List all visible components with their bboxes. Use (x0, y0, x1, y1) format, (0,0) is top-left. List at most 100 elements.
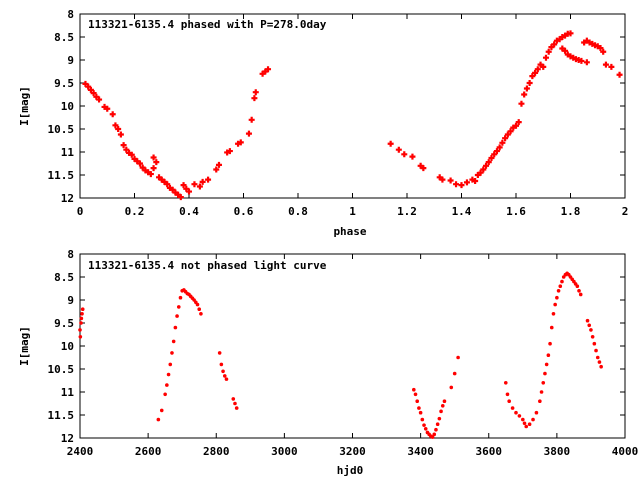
unphased-chart-title: 113321-6135.4 not phased light curve (88, 259, 327, 272)
phased-x-tick-label: 1.8 (561, 205, 581, 218)
unphased-data-point (163, 392, 167, 397)
phased-data-point (117, 131, 124, 138)
phased-data-point (409, 153, 416, 160)
phased-data-point (237, 139, 244, 146)
phased-data-point (96, 96, 103, 103)
unphased-data-point (78, 328, 82, 332)
unphased-data-point (527, 422, 532, 427)
unphased-x-tick-label: 2800 (203, 445, 230, 458)
unphased-x-axis-label: hjd0 (337, 464, 364, 477)
phased-data-point (245, 130, 252, 137)
unphased-y-tick-label: 9.5 (54, 317, 74, 330)
unphased-data-point (543, 371, 547, 376)
unphased-data-point (590, 335, 595, 339)
phased-x-tick-label: 0.6 (234, 205, 254, 218)
unphased-data-point (234, 406, 239, 410)
phased-data-point (401, 151, 408, 158)
phased-y-tick-label: 9 (67, 54, 74, 67)
phased-data-point (128, 151, 135, 158)
unphased-data-point (575, 284, 580, 289)
unphased-x-tick-label: 2400 (67, 445, 94, 458)
phased-data-point (420, 165, 427, 172)
phased-points (82, 30, 623, 201)
phased-data-point (458, 182, 465, 189)
phased-data-point (480, 166, 487, 173)
unphased-data-point (199, 312, 203, 316)
unphased-data-point (534, 410, 539, 415)
unphased-data-point (505, 392, 510, 397)
unphased-x-tick-label: 3200 (339, 445, 366, 458)
phased-data-point (186, 188, 192, 195)
unphased-data-point (171, 339, 176, 344)
phased-data-point (147, 171, 154, 178)
phased-data-point (85, 83, 92, 90)
unphased-data-point (442, 399, 447, 404)
unphased-data-point (440, 404, 445, 408)
unphased-data-point (195, 302, 200, 307)
unphased-y-tick-label: 12 (61, 432, 74, 445)
phased-data-point (534, 66, 541, 73)
unphased-data-point (165, 383, 169, 387)
phased-data-point (205, 176, 212, 183)
unphased-data-point (79, 316, 84, 321)
phased-data-point (485, 159, 492, 166)
unphased-data-point (592, 341, 597, 346)
phased-data-point (153, 159, 160, 166)
phased-y-tick-label: 8 (67, 8, 74, 21)
unphased-data-point (222, 374, 227, 378)
unphased-data-point (437, 416, 442, 421)
phased-y-tick-label: 10.5 (48, 123, 75, 136)
unphased-data-point (585, 318, 590, 323)
phased-y-tick-label: 8.5 (54, 31, 74, 44)
phased-y-axis-label: I[mag] (18, 86, 31, 126)
unphased-data-point (170, 351, 174, 355)
phased-data-point (567, 30, 574, 37)
unphased-y-tick-label: 8 (67, 248, 74, 261)
phased-data-point (265, 66, 272, 73)
phased-data-point (150, 154, 157, 161)
unphased-data-point (217, 351, 222, 355)
unphased-x-tick-label: 2600 (135, 445, 162, 458)
unphased-data-point (80, 312, 84, 316)
unphased-data-point (224, 377, 229, 381)
unphased-data-point (521, 417, 525, 422)
phased-data-point (164, 181, 171, 188)
phased-data-point (562, 47, 569, 54)
unphased-data-point (449, 385, 454, 390)
phased-data-point (602, 61, 609, 68)
phased-chart-title: 113321-6135.4 phased with P=278.0day (88, 18, 327, 31)
unphased-data-point (423, 427, 428, 431)
unphased-data-point (577, 289, 581, 293)
unphased-y-tick-label: 11 (61, 386, 75, 399)
unphased-y-tick-label: 11.5 (48, 409, 75, 422)
unphased-data-point (233, 401, 237, 406)
phased-data-point (518, 100, 525, 107)
phased-data-point (248, 116, 255, 123)
unphased-data-point (456, 355, 460, 360)
phased-data-point (532, 69, 539, 76)
phased-data-point (104, 105, 111, 112)
unphased-data-point (231, 397, 236, 401)
phased-data-point (551, 41, 558, 48)
unphased-data-point (166, 372, 171, 377)
phased-x-tick-label: 1.2 (397, 205, 417, 218)
unphased-data-point (558, 284, 563, 289)
unphased-data-point (503, 381, 508, 385)
phased-data-point (215, 161, 222, 168)
unphased-points (78, 271, 603, 439)
unphased-data-point (560, 279, 564, 284)
unphased-data-point (412, 387, 416, 392)
unphased-y-tick-label: 8.5 (54, 271, 74, 284)
phased-data-point (540, 63, 547, 70)
unphased-data-point (452, 371, 457, 376)
unphased-data-point (594, 348, 598, 353)
unphased-data-point (430, 435, 435, 439)
phased-data-point (150, 165, 157, 172)
phased-data-point (109, 111, 116, 118)
unphased-x-tick-label: 3400 (407, 445, 434, 458)
phased-data-point (578, 57, 585, 64)
phased-data-point (616, 71, 623, 78)
phased-data-point (542, 54, 549, 61)
